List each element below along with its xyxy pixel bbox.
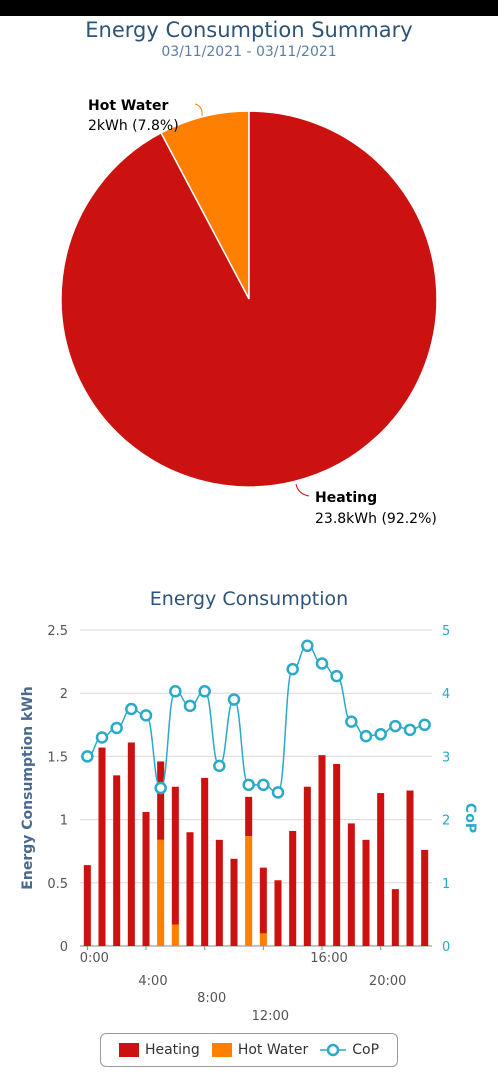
cop-point[interactable] xyxy=(257,778,270,792)
bar-heating[interactable] xyxy=(215,839,223,946)
y2-tick-label: 5 xyxy=(442,624,450,639)
legend-swatch-hot-water xyxy=(211,1043,232,1057)
cop-point[interactable] xyxy=(242,778,255,792)
bar-heating[interactable] xyxy=(157,761,165,840)
bar-heating[interactable] xyxy=(362,839,370,946)
x-tick-label: 20:00 xyxy=(369,974,406,989)
bar-hot-water[interactable] xyxy=(157,839,165,946)
cop-point[interactable] xyxy=(389,719,402,733)
cop-point[interactable] xyxy=(286,662,299,676)
bar-heating[interactable] xyxy=(83,865,91,946)
bar-heating[interactable] xyxy=(201,777,209,946)
y-tick-label: 0.5 xyxy=(47,877,68,892)
pie-chart-subtitle: 03/11/2021 - 03/11/2021 xyxy=(161,44,337,60)
legend-marker-cop xyxy=(320,1043,347,1057)
cop-point[interactable] xyxy=(213,759,226,773)
cop-point[interactable] xyxy=(110,721,123,735)
pie-label-name-heating: Heating xyxy=(315,490,377,506)
cop-point[interactable] xyxy=(154,781,167,795)
cop-point[interactable] xyxy=(139,709,153,722)
chart-legend: Heating Hot Water CoP xyxy=(100,1033,398,1067)
bar-heating[interactable] xyxy=(230,858,238,946)
legend-label-cop: CoP xyxy=(352,1042,380,1058)
pie-label-value-heating: 23.8kWh (92.2%) xyxy=(315,511,437,527)
bar-heating[interactable] xyxy=(347,823,355,946)
y2-axis-title: CoP xyxy=(462,803,478,833)
x-tick-label: 4:00 xyxy=(138,974,167,989)
cop-point[interactable] xyxy=(345,715,358,728)
bar-hot-water[interactable] xyxy=(171,924,179,946)
y-tick-label: 2 xyxy=(60,687,68,702)
pie-slice-heating[interactable] xyxy=(60,110,438,488)
bar-hot-water[interactable] xyxy=(259,933,267,946)
bar-heating[interactable] xyxy=(391,889,399,946)
pie-chart: Hot Water 2kWh (7.8%) Heating 23.8kWh (92.2… xyxy=(60,98,438,527)
bar-heating[interactable] xyxy=(289,830,297,946)
cop-line xyxy=(87,645,425,794)
bar-heating[interactable] xyxy=(186,832,194,946)
cop-point[interactable] xyxy=(198,685,211,698)
bar-heating[interactable] xyxy=(259,867,267,934)
cop-point[interactable] xyxy=(95,731,109,744)
cop-point[interactable] xyxy=(81,750,94,763)
pie-label-value-hot-water: 2kWh (7.8%) xyxy=(88,118,179,134)
bar-heating[interactable] xyxy=(113,775,121,946)
legend-item-cop[interactable]: CoP xyxy=(320,1042,379,1058)
y2-tick-label: 1 xyxy=(442,877,450,892)
status-bar xyxy=(0,0,498,16)
bar-heating[interactable] xyxy=(303,786,311,946)
y2-tick-label: 0 xyxy=(442,940,450,955)
pie-label-name-hot-water: Hot Water xyxy=(88,98,168,114)
cop-point[interactable] xyxy=(418,718,431,732)
x-tick-label: 8:00 xyxy=(197,991,226,1006)
cop-point[interactable] xyxy=(315,657,329,670)
bar-heating[interactable] xyxy=(377,793,385,946)
cop-point[interactable] xyxy=(183,699,197,713)
y-axis-title: Energy Consumption kWh xyxy=(20,686,36,889)
cop-point[interactable] xyxy=(125,702,138,716)
cop-point[interactable] xyxy=(359,729,373,743)
cop-point[interactable] xyxy=(227,693,241,706)
y-tick-label: 1.5 xyxy=(47,750,68,765)
cop-point[interactable] xyxy=(301,639,314,653)
bar-heating[interactable] xyxy=(245,796,253,837)
x-tick-label: 0:00 xyxy=(80,951,109,966)
y-tick-label: 0 xyxy=(60,940,68,955)
cop-point[interactable] xyxy=(271,786,285,799)
bar-heating[interactable] xyxy=(127,742,135,946)
cop-point[interactable] xyxy=(403,723,417,737)
legend-item-heating[interactable]: Heating xyxy=(118,1042,200,1058)
legend-label-hot-water: Hot Water xyxy=(237,1042,309,1058)
legend-label-heating: Heating xyxy=(144,1042,200,1058)
bar-heating[interactable] xyxy=(318,755,326,946)
bar-chart-title: Energy Consumption xyxy=(149,588,349,610)
cop-point[interactable] xyxy=(330,669,343,683)
x-tick-label: 12:00 xyxy=(252,1009,289,1024)
bar-heating[interactable] xyxy=(406,790,414,946)
label-connector-heating xyxy=(295,483,310,497)
bar-heating[interactable] xyxy=(421,849,429,946)
bar-heating[interactable] xyxy=(98,747,106,946)
legend-item-hot-water[interactable]: Hot Water xyxy=(211,1042,309,1058)
x-tick-label: 16:00 xyxy=(310,951,347,966)
bar-heating[interactable] xyxy=(171,786,179,925)
bar-heating[interactable] xyxy=(142,812,150,946)
cop-point[interactable] xyxy=(374,728,387,741)
bar-heating[interactable] xyxy=(274,880,282,946)
pie-slice-hot-water[interactable] xyxy=(159,110,250,300)
y2-tick-label: 2 xyxy=(442,814,450,829)
cop-point[interactable] xyxy=(169,685,182,698)
bar-heating[interactable] xyxy=(333,763,341,946)
legend-swatch-heating xyxy=(118,1043,139,1057)
bar-hot-water[interactable] xyxy=(245,836,253,946)
pie-chart-title: Energy Consumption Summary xyxy=(85,18,413,42)
y-tick-label: 2.5 xyxy=(47,624,68,639)
label-connector-hot-water xyxy=(194,103,203,117)
y-tick-label: 1 xyxy=(60,814,68,829)
y2-tick-label: 4 xyxy=(442,687,450,702)
y2-tick-label: 3 xyxy=(442,750,450,765)
